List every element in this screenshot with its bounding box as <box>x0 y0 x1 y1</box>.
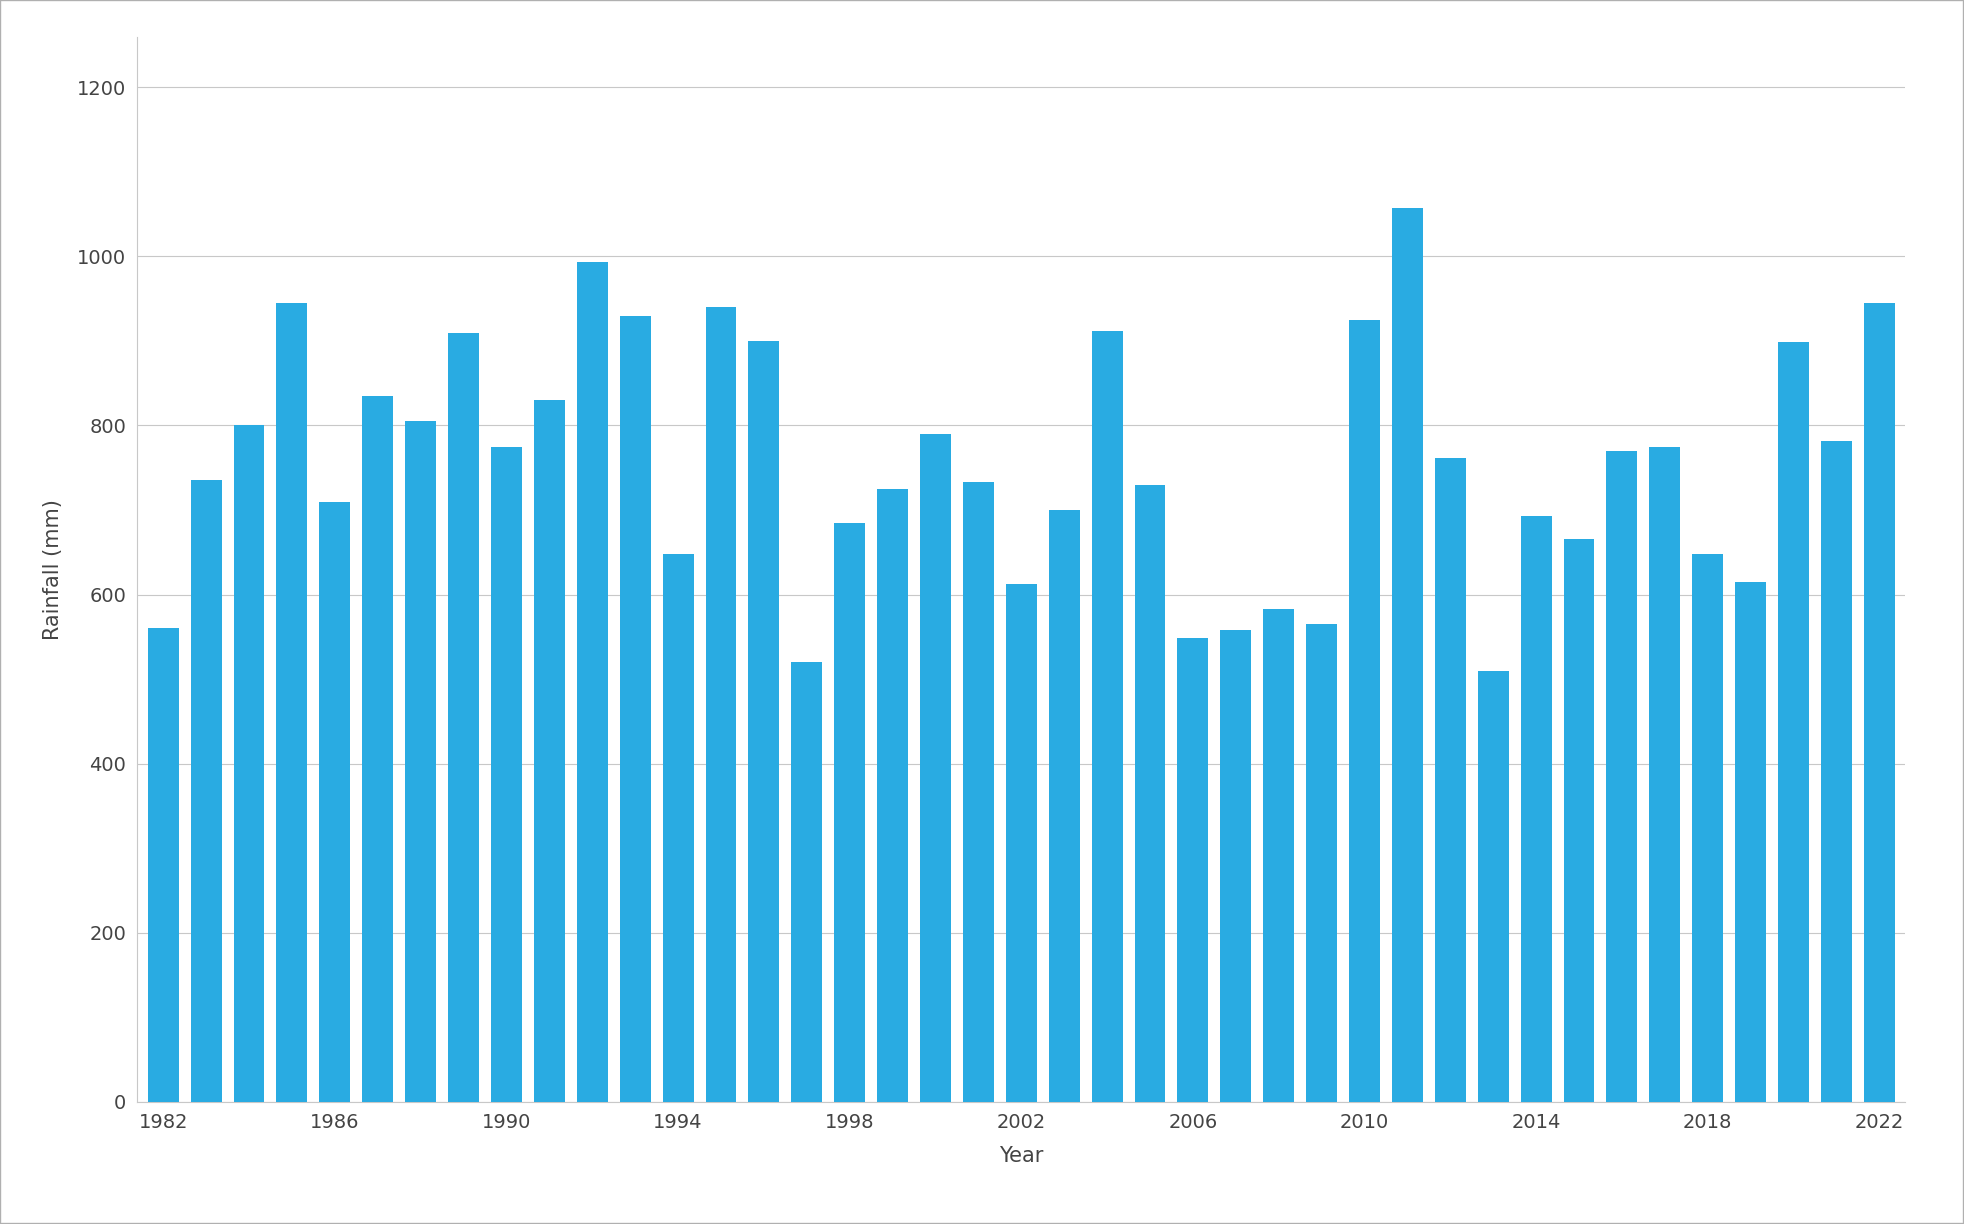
Bar <box>1263 608 1294 1102</box>
Bar <box>1520 517 1552 1102</box>
Bar <box>1650 447 1681 1102</box>
Bar <box>1049 510 1080 1102</box>
Bar <box>1006 584 1037 1102</box>
Bar <box>835 523 864 1102</box>
Bar <box>1220 630 1251 1102</box>
Bar <box>919 435 951 1102</box>
Bar <box>1864 302 1895 1102</box>
Bar <box>534 400 566 1102</box>
Bar <box>361 395 393 1102</box>
Bar <box>1436 458 1465 1102</box>
Bar <box>577 262 607 1102</box>
Bar <box>705 307 736 1102</box>
Bar <box>277 302 308 1102</box>
X-axis label: Year: Year <box>1000 1146 1043 1165</box>
Bar <box>1477 671 1508 1102</box>
Y-axis label: Rainfall (mm): Rainfall (mm) <box>43 498 63 640</box>
Bar <box>1178 639 1208 1102</box>
Bar <box>1092 330 1123 1102</box>
Bar <box>662 554 693 1102</box>
Bar <box>878 488 907 1102</box>
Bar <box>1306 624 1337 1102</box>
Bar <box>1392 208 1422 1102</box>
Bar <box>1734 581 1766 1102</box>
Bar <box>1563 539 1595 1102</box>
Bar <box>1821 441 1852 1102</box>
Bar <box>1693 554 1722 1102</box>
Bar <box>191 480 222 1102</box>
Bar <box>791 662 823 1102</box>
Bar <box>405 421 436 1102</box>
Bar <box>962 482 994 1102</box>
Bar <box>448 333 479 1102</box>
Bar <box>621 316 650 1102</box>
Bar <box>748 341 780 1102</box>
Bar <box>1607 450 1638 1102</box>
Bar <box>1349 319 1381 1102</box>
Bar <box>320 502 350 1102</box>
Bar <box>1777 341 1809 1102</box>
Bar <box>1135 485 1165 1102</box>
Bar <box>234 426 265 1102</box>
Bar <box>147 628 179 1102</box>
Bar <box>491 447 522 1102</box>
